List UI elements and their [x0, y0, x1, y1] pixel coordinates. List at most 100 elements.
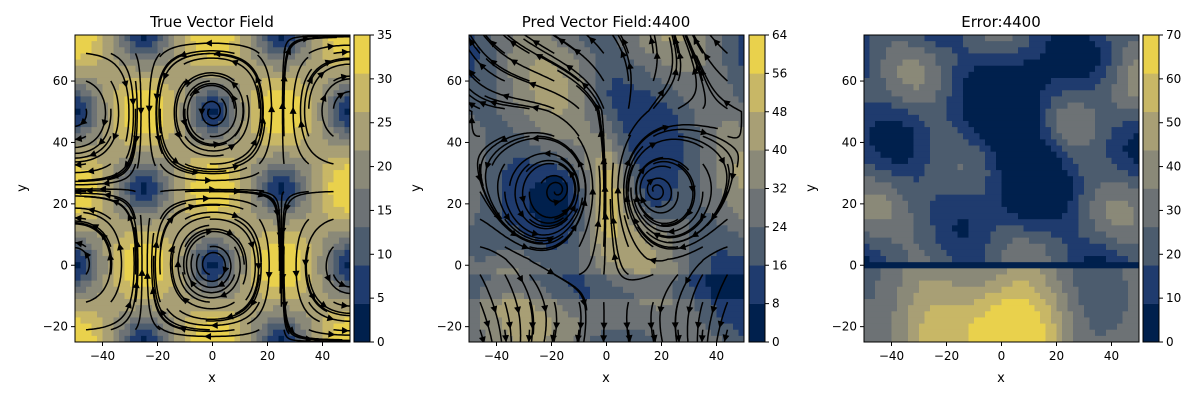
- heatmap-cell: [306, 323, 313, 331]
- heatmap-cell: [201, 84, 208, 91]
- streamline-arrow: [192, 87, 200, 96]
- heatmap-cell: [130, 71, 137, 79]
- heatmap-cell: [86, 280, 93, 288]
- heatmap-cell: [119, 268, 126, 276]
- colorbar-band: [354, 303, 370, 343]
- heatmap-cell: [469, 90, 476, 97]
- heatmap-cell: [540, 323, 547, 331]
- heatmap-cell: [223, 225, 230, 233]
- heatmap-cell: [529, 145, 536, 153]
- heatmap-cell: [86, 292, 93, 300]
- panel-pred-field: Pred Vector Field:4400 −40 −20 0 20 40 −2002…: [409, 13, 787, 386]
- heatmap-cell: [502, 120, 509, 128]
- heatmap-cell: [245, 335, 252, 342]
- streamline-arrow: [198, 108, 206, 116]
- heatmap-cell: [339, 102, 346, 110]
- heatmap-cell: [300, 77, 307, 85]
- heatmap-cell: [300, 225, 307, 233]
- heatmap-cell: [80, 41, 87, 48]
- heatmap-cell: [201, 237, 208, 245]
- heatmap-cell: [141, 102, 148, 110]
- heatmap-cell: [584, 249, 591, 257]
- heatmap-cell: [573, 90, 580, 97]
- streamline-arrow: [205, 176, 213, 184]
- heatmap-cell: [568, 329, 575, 337]
- heatmap-cell: [700, 292, 707, 300]
- heatmap-cell: [518, 176, 525, 183]
- streamline-arrow: [190, 279, 197, 288]
- heatmap-cell: [201, 219, 208, 226]
- heatmap-cell: [267, 237, 274, 245]
- heatmap-cell: [524, 219, 531, 226]
- heatmap-cell: [694, 133, 701, 140]
- heatmap-cell: [628, 305, 635, 312]
- heatmap-cell: [306, 176, 313, 183]
- heatmap-cell: [262, 35, 269, 42]
- heatmap-cell: [146, 280, 153, 288]
- heatmap-cell: [678, 127, 685, 134]
- heatmap-cell: [612, 163, 619, 171]
- heatmap-cell: [245, 237, 252, 245]
- heatmap-cell: [108, 151, 115, 159]
- heatmap-cell: [546, 323, 553, 331]
- heatmap-cell: [496, 96, 503, 104]
- heatmap-cell: [491, 108, 498, 116]
- heatmap-cell: [606, 157, 613, 165]
- heatmap-cell: [612, 139, 619, 147]
- heatmap-cell: [639, 157, 646, 165]
- heatmap-cell: [245, 145, 252, 153]
- heatmap-cell: [80, 47, 87, 55]
- heatmap-cell: [179, 249, 186, 257]
- heatmap-cell: [212, 206, 219, 214]
- heatmap-cell: [573, 157, 580, 165]
- heatmap-cell: [256, 157, 263, 165]
- heatmap-cell: [207, 108, 214, 116]
- heatmap-cell: [551, 65, 558, 73]
- heatmap-cell: [80, 256, 87, 263]
- heatmap-cell: [97, 133, 104, 140]
- heatmap-cell: [518, 323, 525, 331]
- heatmap-cell: [562, 329, 569, 337]
- heatmap-cell: [584, 59, 591, 67]
- heatmap-cell: [97, 299, 104, 306]
- heatmap-cell: [485, 108, 492, 116]
- heatmap-cell: [218, 71, 225, 79]
- heatmap-cell: [97, 59, 104, 67]
- heatmap-cell: [628, 102, 635, 110]
- heatmap-cell: [251, 305, 258, 312]
- heatmap-cell: [705, 243, 712, 251]
- heatmap-cell: [529, 292, 536, 300]
- heatmap-cell: [573, 292, 580, 300]
- heatmap-cell: [311, 323, 318, 331]
- heatmap-cell: [317, 139, 324, 147]
- heatmap-cell: [474, 206, 481, 214]
- heatmap-cell: [328, 127, 335, 134]
- heatmap-cell: [507, 237, 514, 245]
- heatmap-cell: [573, 249, 580, 257]
- heatmap-cell: [502, 225, 509, 233]
- heatmap-cell: [295, 311, 302, 319]
- heatmap-cell: [146, 182, 153, 190]
- heatmap-cell: [590, 163, 597, 171]
- heatmap-cell: [152, 108, 159, 116]
- heatmap-cell: [661, 225, 668, 233]
- heatmap-cell: [606, 213, 613, 220]
- heatmap-cell: [595, 127, 602, 134]
- heatmap-cell: [201, 249, 208, 257]
- heatmap-cell: [590, 317, 597, 325]
- heatmap-cell: [529, 71, 536, 79]
- heatmap-cell: [223, 163, 230, 171]
- heatmap-cell: [240, 157, 247, 165]
- heatmap-cell: [256, 127, 263, 134]
- heatmap-cell: [617, 231, 624, 239]
- heatmap-cell: [628, 53, 635, 61]
- heatmap-cell: [502, 292, 509, 300]
- heatmap-cell: [661, 35, 668, 42]
- heatmap-cell: [163, 274, 170, 282]
- heatmap-cell: [262, 323, 269, 331]
- heatmap-cell: [568, 194, 575, 202]
- heatmap-cell: [75, 133, 82, 140]
- heatmap-cell: [91, 71, 98, 79]
- heatmap-cell: [328, 219, 335, 226]
- heatmap-cell: [163, 200, 170, 208]
